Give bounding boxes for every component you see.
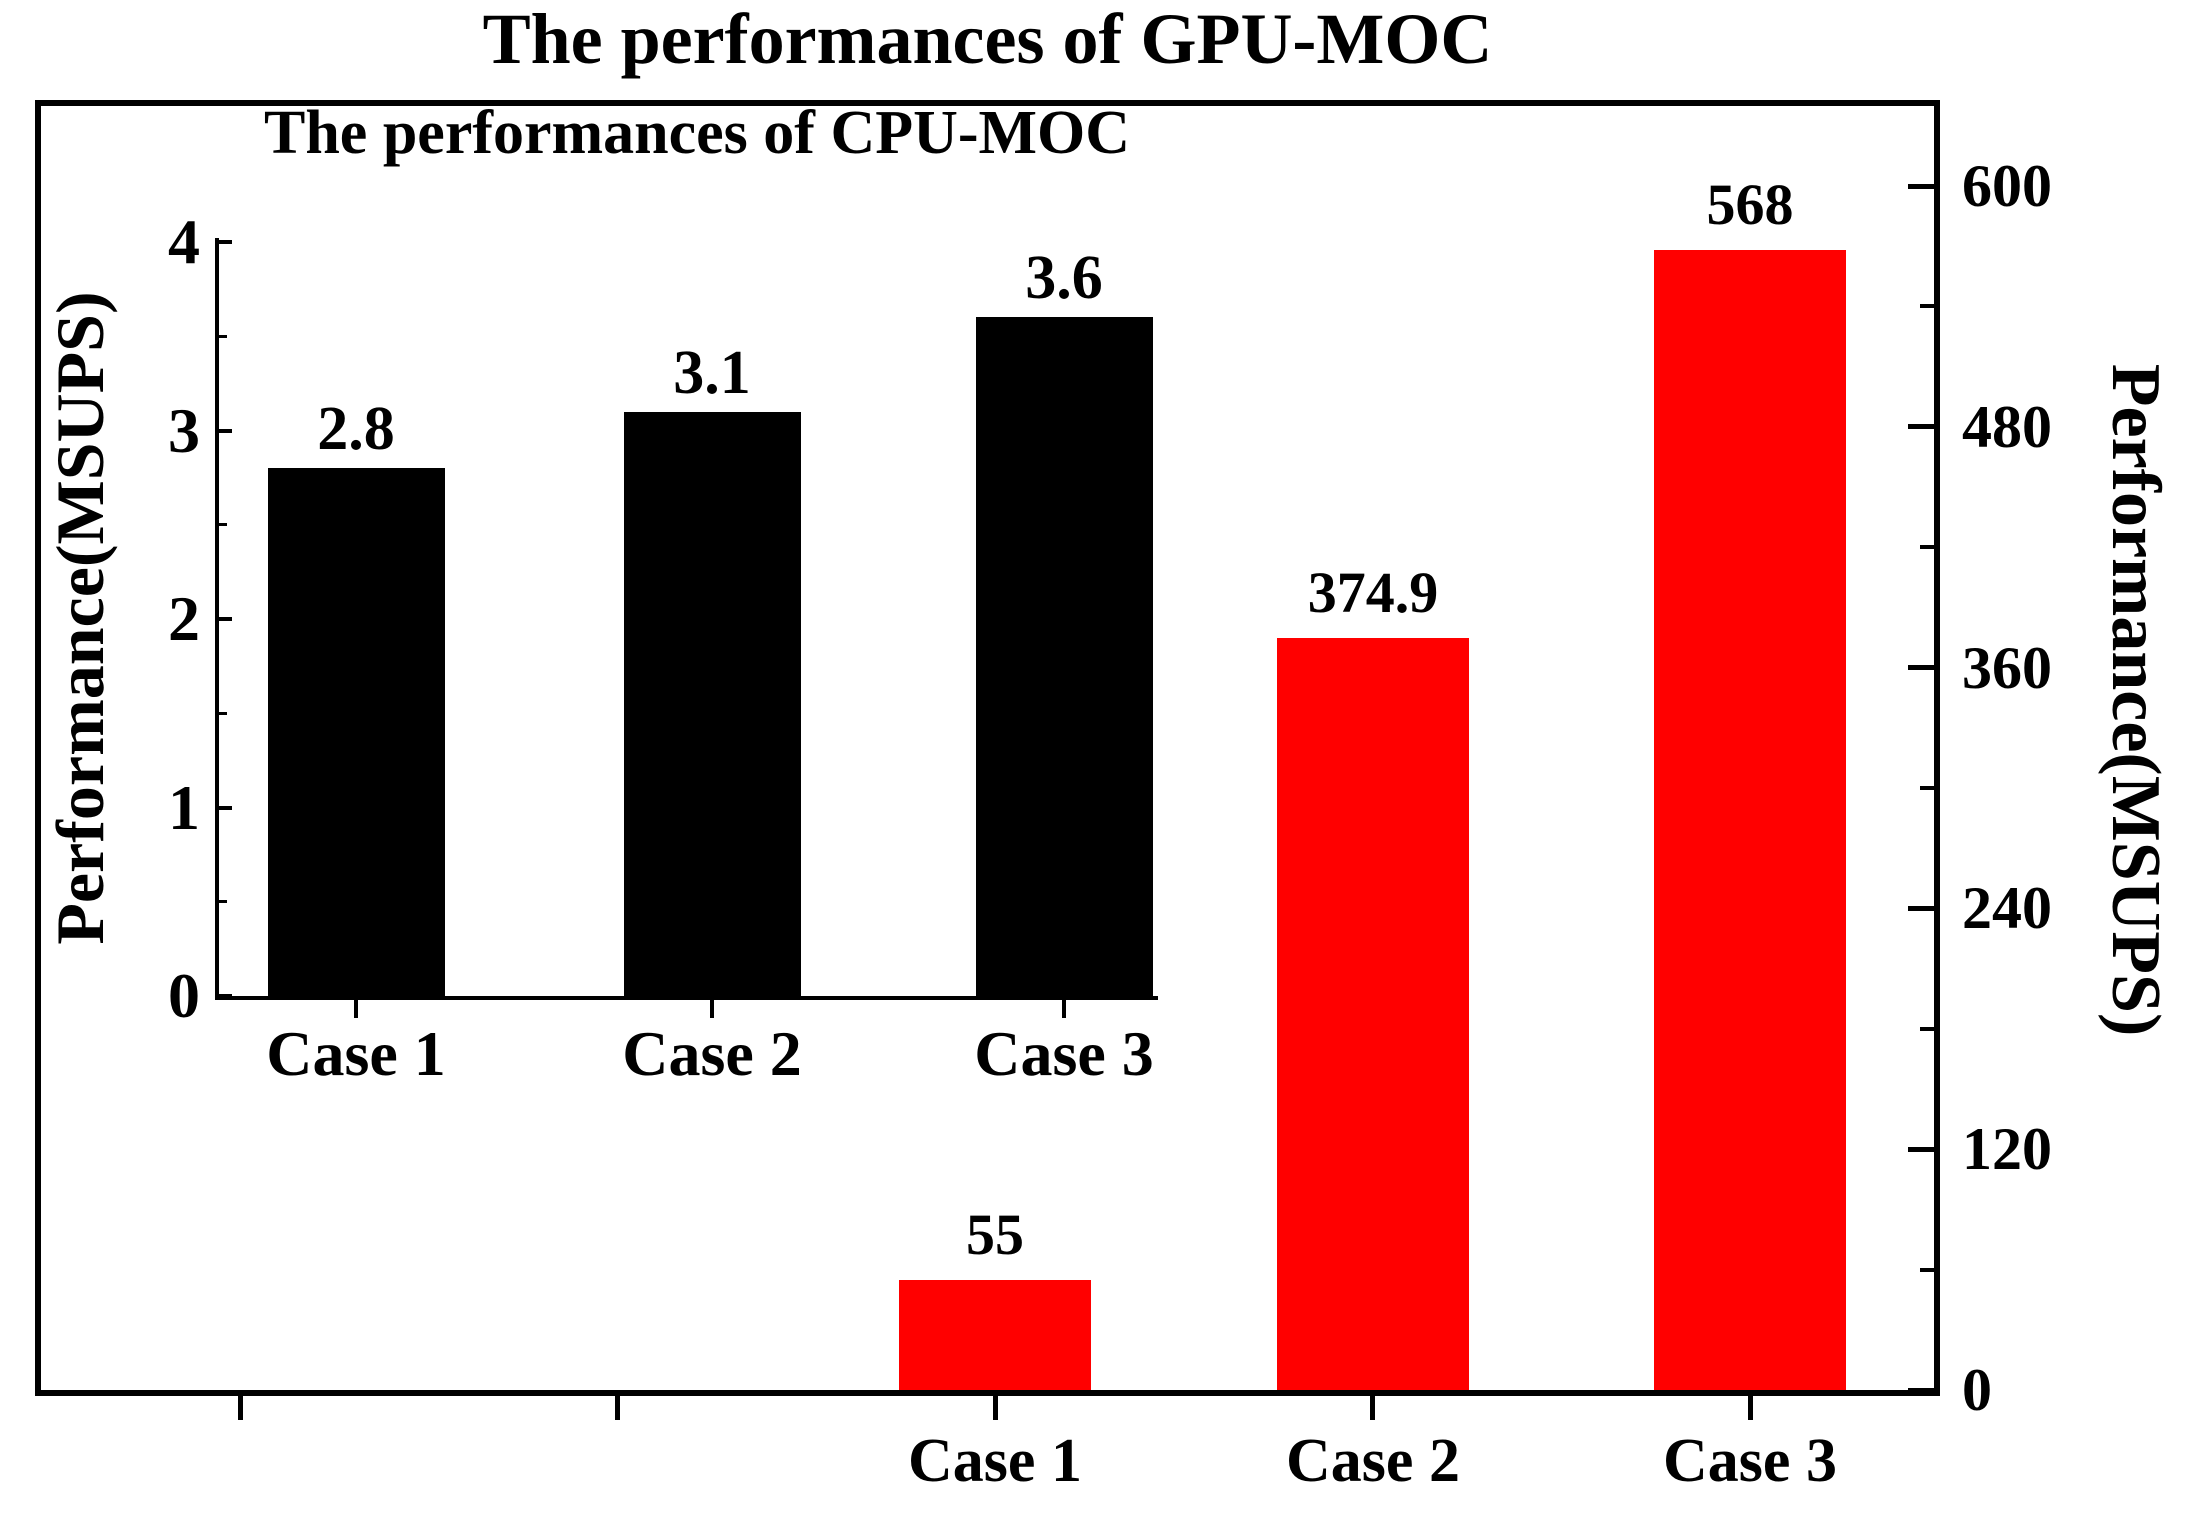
main-plot-area <box>35 100 1940 1396</box>
main-y-axis-title: Performance(MSUPS) <box>2097 363 2174 1037</box>
gpu-bar-value-label: 568 <box>1706 172 1794 237</box>
inset-y-tick-minor <box>219 712 227 715</box>
gpu-bar <box>1654 250 1846 1390</box>
main-y-tick-minor <box>1920 786 1934 790</box>
main-y-tick-label: 240 <box>1962 875 2052 941</box>
main-x-tick <box>1748 1396 1753 1420</box>
inset-y-tick-label: 3 <box>168 395 200 466</box>
inset-y-tick-minor <box>219 900 227 903</box>
gpu-bar-value-label: 374.9 <box>1307 560 1439 625</box>
inset-x-axis-line <box>215 996 1158 1000</box>
gpu-bar-value-label: 55 <box>966 1202 1024 1267</box>
main-y-tick <box>1908 184 1934 189</box>
cpu-bar-value-label: 3.1 <box>673 339 751 407</box>
gpu-bar <box>899 1280 1091 1390</box>
main-y-tick-minor <box>1920 1027 1934 1031</box>
cpu-bar-value-label: 2.8 <box>317 395 395 463</box>
inset-y-tick-minor <box>219 523 227 526</box>
inset-y-tick <box>219 806 232 810</box>
main-x-tick <box>615 1396 620 1420</box>
inset-y-tick <box>219 617 232 621</box>
cpu-bar <box>976 317 1153 996</box>
main-y-tick-minor <box>1920 304 1934 308</box>
main-y-tick <box>1908 1388 1934 1393</box>
main-x-tick <box>238 1396 243 1420</box>
main-y-tick-label: 120 <box>1962 1116 2052 1182</box>
main-y-tick-label: 360 <box>1962 635 2052 701</box>
main-y-tick-label: 480 <box>1962 394 2052 460</box>
main-y-tick <box>1908 906 1934 911</box>
cpu-bar-value-label: 3.6 <box>1025 244 1103 312</box>
inset-y-tick <box>219 994 232 998</box>
main-y-tick-minor <box>1920 545 1934 549</box>
inset-y-tick-label: 2 <box>168 583 200 654</box>
inset-y-tick <box>219 240 232 244</box>
inset-x-tick <box>354 1000 358 1018</box>
main-x-tick <box>993 1396 998 1420</box>
inset-x-category-label: Case 3 <box>974 1018 1154 1089</box>
main-x-category-label: Case 2 <box>1286 1427 1460 1495</box>
main-y-tick-label: 600 <box>1962 153 2052 219</box>
inset-y-tick-label: 0 <box>168 960 200 1031</box>
inset-y-axis-line <box>215 238 219 1000</box>
gpu-bar <box>1277 638 1469 1390</box>
main-x-category-label: Case 3 <box>1663 1427 1837 1495</box>
inset-x-category-label: Case 1 <box>266 1018 446 1089</box>
inset-y-tick <box>219 429 232 433</box>
main-y-tick <box>1908 665 1934 670</box>
main-y-tick <box>1908 424 1934 429</box>
inset-x-tick <box>1062 1000 1066 1018</box>
inset-y-tick-label: 4 <box>168 206 200 277</box>
cpu-bar <box>624 412 801 996</box>
inset-chart-title: The performances of CPU-MOC <box>263 99 1131 167</box>
main-y-tick-minor <box>1920 1268 1934 1272</box>
main-chart-title: The performances of GPU-MOC <box>482 0 1493 79</box>
inset-y-tick-minor <box>219 335 227 338</box>
inset-y-tick-label: 1 <box>168 772 200 843</box>
main-x-tick <box>1370 1396 1375 1420</box>
main-y-tick <box>1908 1147 1934 1152</box>
inset-x-category-label: Case 2 <box>622 1018 802 1089</box>
inset-x-tick <box>710 1000 714 1018</box>
cpu-bar <box>268 468 445 996</box>
main-x-category-label: Case 1 <box>908 1427 1082 1495</box>
main-y-tick-label: 0 <box>1962 1357 1992 1423</box>
